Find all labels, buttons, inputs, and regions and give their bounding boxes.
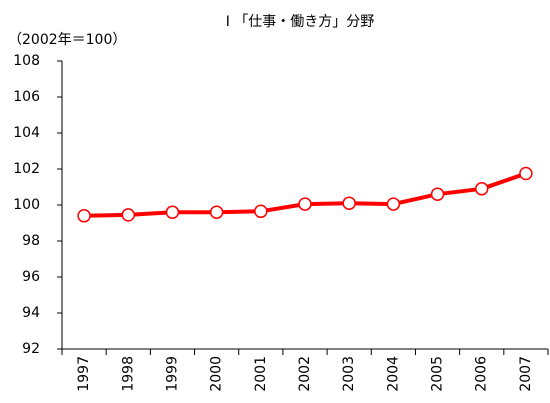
x-tick-label: 1999 (164, 356, 180, 392)
y-tick-label: 100 (13, 197, 40, 213)
x-tick-label: 2003 (341, 356, 357, 392)
marker (519, 166, 533, 181)
y-tick-label: 96 (22, 269, 40, 285)
y-axis-label: （2002年＝100） (8, 32, 126, 48)
y-tick-label: 102 (13, 161, 40, 177)
x-tick-label: 2004 (385, 356, 401, 392)
marker (165, 205, 180, 219)
marker (254, 204, 268, 219)
x-tick-label: 2000 (209, 356, 225, 392)
y-tick-label: 108 (13, 53, 40, 69)
x-tick-label: 1997 (76, 356, 92, 392)
y-tick-label: 106 (13, 89, 40, 105)
marker (209, 205, 224, 219)
y-tick-label: 98 (22, 233, 40, 249)
x-tick-label: 2005 (430, 356, 446, 392)
y-tick-label: 92 (22, 341, 40, 357)
x-tick-label: 2006 (474, 356, 490, 392)
x-tick-label: 2001 (253, 356, 269, 392)
marker (77, 209, 91, 223)
marker (430, 187, 445, 201)
marker (298, 197, 312, 211)
marker (121, 208, 136, 222)
x-tick-label: 2002 (297, 356, 313, 392)
marker (386, 197, 401, 211)
marker (342, 196, 356, 210)
x-tick-label: 2007 (518, 356, 534, 392)
x-tick-label: 1998 (120, 356, 136, 392)
y-tick-label: 104 (13, 125, 40, 141)
y-tick-label: 94 (22, 305, 40, 321)
chart-title: Ⅰ 「仕事・働き方」分野 (226, 14, 375, 30)
marker (474, 182, 489, 196)
